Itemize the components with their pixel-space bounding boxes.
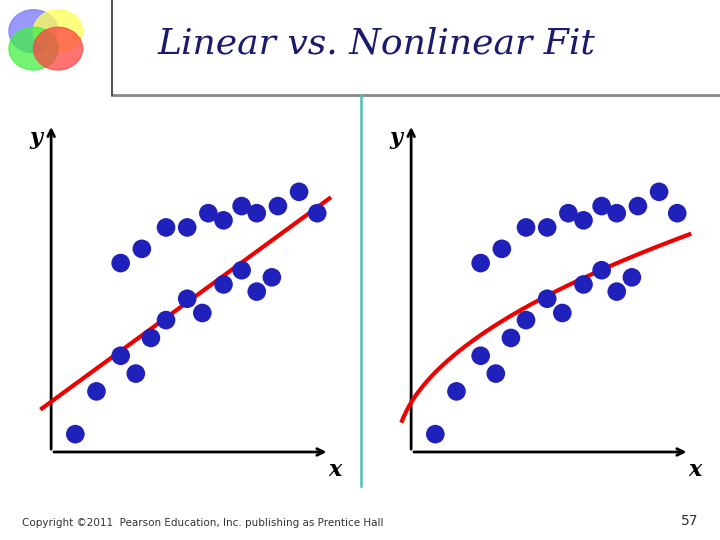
Point <box>521 316 532 325</box>
Point <box>312 209 323 218</box>
Point <box>611 209 623 218</box>
Point <box>217 280 229 289</box>
Text: 57: 57 <box>681 514 698 528</box>
Point <box>236 202 248 211</box>
Point <box>577 216 589 225</box>
Point <box>653 187 665 196</box>
Point <box>217 216 229 225</box>
Point <box>490 369 502 378</box>
Circle shape <box>33 27 83 70</box>
Point <box>272 202 284 211</box>
Text: Copyright ©2011  Pearson Education, Inc. publishing as Prentice Hall: Copyright ©2011 Pearson Education, Inc. … <box>22 518 383 528</box>
Point <box>115 259 127 267</box>
Point <box>236 266 248 274</box>
Circle shape <box>33 10 83 52</box>
Point <box>505 334 517 342</box>
Point <box>202 209 214 218</box>
Point <box>451 387 462 396</box>
Point <box>541 294 553 303</box>
Point <box>91 387 102 396</box>
Point <box>475 352 487 360</box>
Point <box>632 202 644 211</box>
Point <box>577 280 589 289</box>
Point <box>70 430 81 438</box>
Point <box>136 245 148 253</box>
Point <box>161 223 172 232</box>
Point <box>596 202 608 211</box>
Text: x: x <box>689 459 702 481</box>
Circle shape <box>9 10 58 52</box>
Point <box>672 209 683 218</box>
Point <box>161 316 172 325</box>
Point <box>181 294 193 303</box>
Point <box>266 273 278 282</box>
Point <box>197 309 208 318</box>
Point <box>626 273 638 282</box>
Point <box>293 187 305 196</box>
Text: x: x <box>329 459 342 481</box>
Point <box>145 334 157 342</box>
Circle shape <box>9 27 58 70</box>
Text: Linear vs. Nonlinear Fit: Linear vs. Nonlinear Fit <box>158 26 596 60</box>
Point <box>521 223 532 232</box>
Text: y: y <box>30 127 42 150</box>
Point <box>130 369 142 378</box>
Point <box>562 209 574 218</box>
Point <box>496 245 508 253</box>
Point <box>541 223 553 232</box>
Text: y: y <box>390 127 402 150</box>
Point <box>115 352 127 360</box>
Point <box>611 287 623 296</box>
Point <box>430 430 441 438</box>
Point <box>596 266 608 274</box>
Point <box>181 223 193 232</box>
Point <box>557 309 568 318</box>
Point <box>251 287 263 296</box>
Point <box>251 209 263 218</box>
Point <box>475 259 487 267</box>
